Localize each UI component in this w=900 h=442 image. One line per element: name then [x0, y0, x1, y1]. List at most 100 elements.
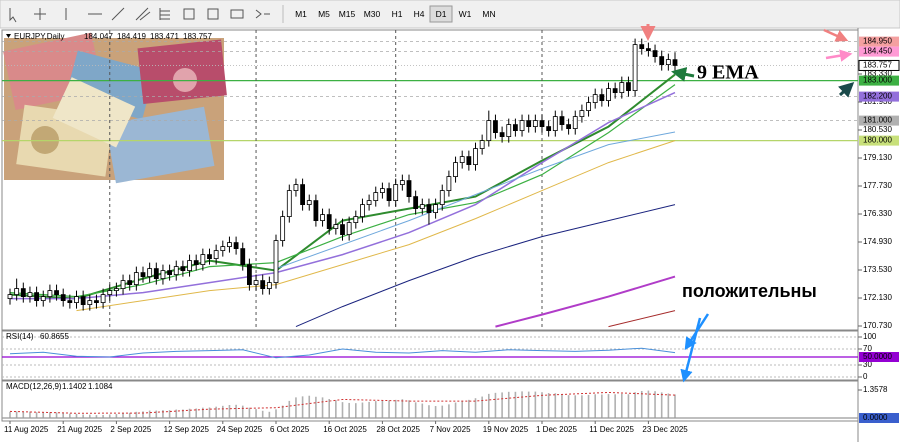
candle-body — [300, 184, 306, 206]
histogram-bar — [55, 412, 58, 418]
candle-body — [592, 94, 598, 103]
x-tick-label: 12 Sep 2025 — [164, 425, 210, 434]
timeframe-label[interactable]: W1 — [459, 9, 472, 19]
price-marker — [859, 115, 899, 126]
candle-body — [579, 110, 585, 117]
arrows-icon[interactable] — [255, 9, 270, 19]
candle-body — [133, 272, 139, 286]
timeframe-label[interactable]: M15 — [339, 9, 356, 19]
price-marker-label: 182.200 — [863, 92, 892, 101]
candle-body — [599, 94, 605, 101]
plot-area: 170.730 172.130 173.530 174.930 176.330 177.7… — [2, 30, 900, 434]
histogram-bar — [89, 414, 91, 418]
candle-body — [326, 214, 332, 230]
price-marker — [859, 352, 899, 362]
histogram-bar — [527, 391, 530, 418]
histogram-bar — [328, 399, 330, 418]
candle-body — [253, 280, 259, 286]
y-tick-label: 1.3578 — [863, 385, 888, 394]
candle-body — [193, 260, 199, 266]
timeframe-label[interactable]: H4 — [414, 9, 425, 19]
indicator-title: RSI(14) — [6, 332, 34, 341]
timeframe-label[interactable]: H1 — [392, 9, 403, 19]
candle-body — [67, 300, 73, 304]
crosshair-icon[interactable] — [34, 8, 46, 20]
timeframes: M1 M5 M15 M30 H1 H4 D1 W1 MN — [282, 5, 496, 23]
x-tick-label: 11 Aug 2025 — [4, 425, 49, 434]
candle-body — [187, 260, 192, 272]
text-icon[interactable] — [183, 8, 195, 20]
histogram-bar — [15, 411, 18, 418]
fibo-icon[interactable] — [159, 8, 170, 20]
cursor-icon[interactable] — [9, 8, 17, 23]
y-tick-label: 0 — [863, 372, 868, 381]
candle-body — [459, 156, 465, 164]
timeframe-label[interactable]: M1 — [295, 9, 307, 19]
moving-average — [608, 310, 676, 328]
histogram-bar — [175, 409, 178, 418]
price-marker-label: 50.0000 — [863, 352, 892, 361]
ohlc-value: 183.471 — [150, 32, 179, 41]
candle-body — [672, 59, 678, 66]
timeframe-label[interactable]: MN — [482, 9, 495, 19]
candle-body — [526, 120, 532, 127]
candle-body — [207, 254, 212, 260]
candle-body — [493, 120, 498, 133]
y-tick-label: 173.530 — [863, 265, 892, 274]
channel-icon[interactable] — [135, 7, 151, 21]
histogram-bar — [554, 393, 557, 418]
timeframe-label[interactable]: D1 — [436, 9, 447, 19]
candle-body — [306, 200, 312, 206]
histogram-bar — [22, 411, 25, 418]
histogram-bar — [514, 391, 517, 418]
histogram-bar — [195, 408, 197, 418]
ohlc-value: 183.757 — [183, 32, 212, 41]
x-tick-label: 2 Sep 2025 — [110, 425, 151, 434]
histogram-bar — [587, 394, 590, 418]
timeframe-label[interactable]: M5 — [318, 9, 330, 19]
histogram-bar — [501, 392, 503, 418]
histogram-bar — [341, 402, 344, 418]
trendline-icon[interactable] — [111, 7, 125, 21]
indicator-title: MACD(12,26,9) — [6, 382, 62, 391]
candle-body — [532, 120, 538, 127]
candle-body — [293, 184, 299, 192]
y-tick-label: 30 — [863, 360, 872, 369]
histogram-bar — [182, 409, 184, 418]
candle-body — [286, 190, 292, 218]
y-tick-label: 183.330 — [863, 69, 892, 78]
annotation: 9 EMA — [697, 62, 759, 84]
candle-body — [366, 200, 372, 206]
candle-body — [379, 188, 385, 194]
candle-body — [619, 82, 625, 93]
histogram-bar — [102, 414, 104, 418]
timeframe-button[interactable] — [429, 5, 453, 23]
histogram-bar — [601, 394, 603, 418]
timeframe-label[interactable]: M30 — [364, 9, 381, 19]
y-tick-label: 100 — [863, 332, 877, 341]
price-marker-label: 184.950 — [863, 37, 892, 46]
histogram-bar — [468, 399, 470, 418]
candle-body — [659, 56, 665, 65]
ohlc-value: 184.047 — [84, 32, 113, 41]
candle-body — [426, 204, 432, 214]
price-marker-label: 183.000 — [863, 76, 892, 85]
money-photo — [3, 32, 227, 184]
moving-average — [495, 275, 676, 328]
histogram-bar — [95, 415, 98, 418]
histogram-bar — [381, 400, 384, 418]
moving-average — [10, 91, 676, 300]
x-tick-label: 21 Aug 2025 — [57, 425, 102, 434]
histogram-bar — [202, 407, 204, 418]
ohlc-value: 184.419 — [117, 32, 146, 41]
price-marker — [859, 75, 899, 86]
shape-icon[interactable] — [230, 9, 244, 19]
histogram-bar — [547, 393, 550, 418]
candle-body — [373, 192, 379, 202]
x-tick-label: 16 Oct 2025 — [323, 425, 367, 434]
x-tick-label: 6 Oct 2025 — [270, 425, 310, 434]
y-tick-label: 177.730 — [863, 181, 892, 190]
label-icon[interactable] — [207, 8, 219, 20]
candle-body — [612, 88, 618, 93]
histogram-bar — [640, 390, 643, 418]
